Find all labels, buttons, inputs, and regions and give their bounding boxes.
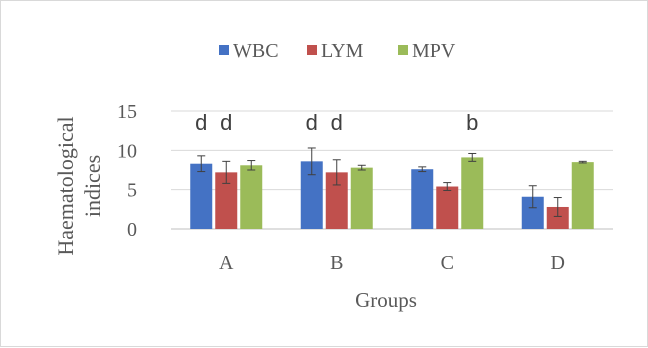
y-axis-label: Haematological indices	[53, 116, 105, 255]
y-tick-labels: 0 5 10 15	[117, 101, 137, 241]
annotation-label: d	[306, 110, 318, 135]
gridlines	[171, 110, 613, 230]
bar-lym-b	[325, 172, 348, 229]
x-tick-label: A	[219, 252, 234, 274]
error-bar-lym-b	[332, 159, 341, 186]
annotation-label: b	[466, 110, 478, 135]
error-bars	[197, 147, 587, 217]
error-bar-wbc-c	[418, 166, 427, 173]
error-bar-wbc-d	[528, 185, 537, 209]
bar-mpv-c	[461, 157, 484, 229]
bar-lym-a	[215, 172, 238, 229]
legend: WBC LYM MPV	[219, 40, 456, 62]
bar-mpv-b	[350, 167, 373, 229]
error-bar-wbc-b	[307, 147, 316, 176]
bar-mpv-a	[240, 165, 263, 229]
bar-wbc-d	[521, 196, 544, 229]
x-tick-label: B	[330, 252, 343, 274]
y-tick-label: 0	[127, 219, 137, 241]
legend-item-wbc: WBC	[219, 40, 279, 62]
x-tick-labels: A B C D	[219, 252, 565, 274]
legend-item-mpv: MPV	[398, 40, 456, 62]
annotation-label: d	[195, 110, 207, 135]
error-bar-wbc-a	[197, 155, 206, 173]
x-tick-label: D	[551, 252, 565, 274]
bar-lym-d	[546, 206, 569, 229]
error-bar-lym-c	[443, 182, 452, 191]
legend-label: LYM	[321, 40, 364, 62]
bar-wbc-b	[300, 161, 323, 229]
legend-swatch	[307, 45, 317, 55]
x-tick-label: C	[441, 252, 454, 274]
y-axis-label-line: indices	[80, 155, 105, 217]
bar-wbc-c	[411, 169, 434, 229]
bar-lym-c	[436, 186, 459, 229]
error-bar-mpv-d	[578, 160, 587, 164]
x-axis-label: Groups	[355, 288, 417, 312]
legend-swatch	[398, 45, 408, 55]
legend-label: WBC	[233, 40, 279, 62]
error-bar-mpv-b	[357, 164, 366, 171]
error-bar-lym-a	[222, 160, 231, 184]
y-tick-label: 10	[117, 140, 137, 162]
legend-label: MPV	[412, 40, 456, 62]
y-tick-label: 5	[127, 180, 137, 202]
annotation-label: d	[331, 110, 343, 135]
error-bar-lym-d	[553, 197, 562, 217]
y-axis-label-line: Haematological	[53, 116, 78, 255]
error-bar-mpv-c	[468, 152, 477, 162]
bar-mpv-d	[571, 162, 594, 229]
bars	[190, 157, 594, 229]
legend-swatch	[219, 45, 229, 55]
y-tick-label: 15	[117, 101, 137, 123]
legend-item-lym: LYM	[307, 40, 364, 62]
annotation-label: d	[220, 110, 232, 135]
error-bar-mpv-a	[247, 160, 256, 171]
bar-wbc-a	[190, 163, 213, 229]
